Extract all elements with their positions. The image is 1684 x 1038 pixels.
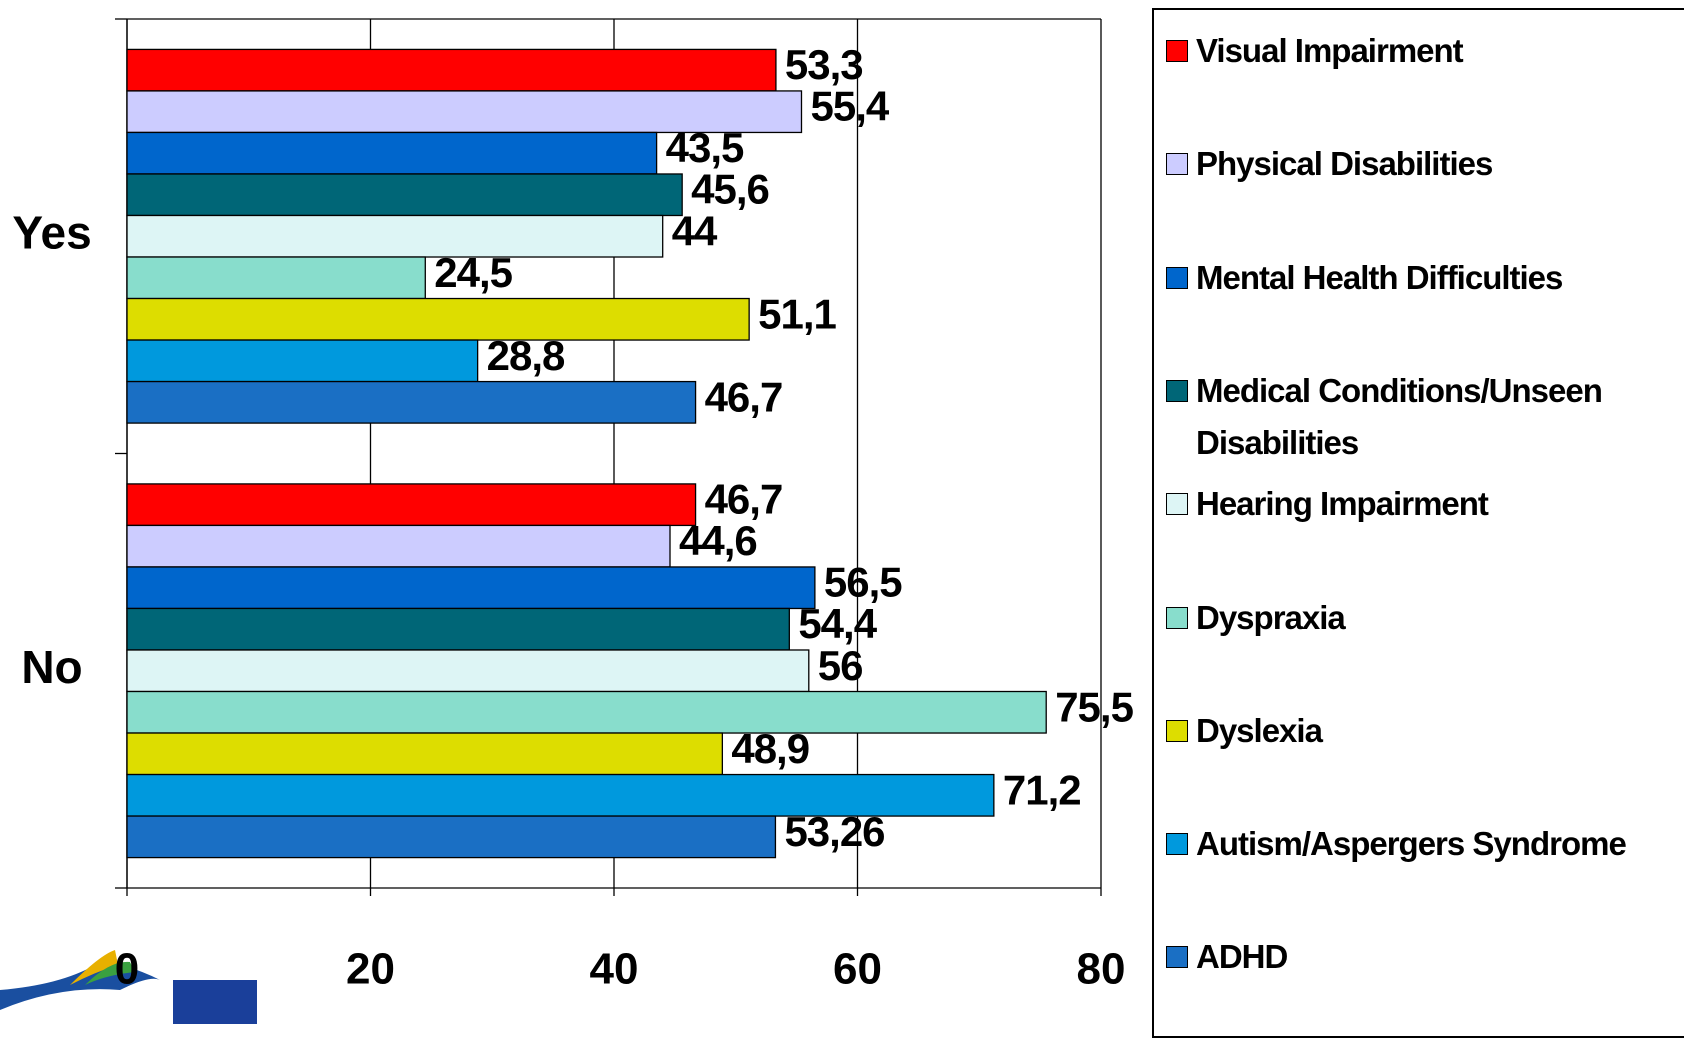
legend-label: Medical Conditions/Unseen Disabilities [1196, 371, 1603, 461]
x-tick-label: 0 [115, 945, 139, 994]
category-label: Yes [12, 206, 91, 258]
logo [0, 950, 257, 1024]
legend: Visual Impairment Physical Disabilities Me… [1152, 8, 1684, 1038]
value-label: 46,7 [705, 476, 783, 523]
bar [126, 173, 683, 217]
legend-swatch [1166, 606, 1188, 629]
legend-swatch [1166, 719, 1188, 742]
legend-item: Physical Disabilities [1166, 138, 1676, 190]
category-label: No [21, 641, 82, 693]
x-tick-label: 60 [833, 945, 882, 994]
legend-swatch [1166, 833, 1188, 856]
x-tick-label: 40 [590, 945, 639, 994]
bar [126, 649, 810, 693]
value-label: 54,4 [798, 600, 877, 647]
legend-swatch [1166, 493, 1188, 516]
legend-swatch [1166, 40, 1188, 62]
legend-label: Dyslexia [1196, 711, 1323, 749]
legend-label: Hearing Impairment [1196, 485, 1489, 523]
value-label: 71,2 [1003, 766, 1081, 813]
value-label: 56,5 [824, 559, 902, 606]
legend-label: Autism/Aspergers Syndrome [1196, 825, 1627, 863]
value-label: 51,1 [758, 290, 836, 337]
bar [126, 483, 697, 527]
bar [126, 214, 664, 258]
legend-label: Visual Impairment [1196, 32, 1464, 69]
legend-swatch [1166, 153, 1188, 176]
legend-swatch [1166, 379, 1188, 402]
value-label: 46,7 [705, 373, 783, 420]
bar [126, 732, 724, 776]
legend-item: Autism/Aspergers Syndrome [1166, 818, 1676, 870]
x-tick-label: 20 [346, 945, 395, 994]
bar [126, 339, 479, 383]
bar [126, 48, 777, 92]
legend-item: Hearing Impairment [1166, 478, 1676, 530]
value-label: 53,3 [785, 41, 863, 88]
legend-swatch [1166, 946, 1188, 969]
value-label: 24,5 [434, 249, 512, 296]
value-label: 75,5 [1055, 683, 1133, 730]
bar [126, 690, 1047, 734]
bar [126, 297, 750, 341]
value-label: 48,9 [731, 725, 809, 772]
value-label: 55,4 [810, 83, 889, 130]
bar [126, 131, 658, 175]
legend-label: Dyspraxia [1196, 598, 1346, 636]
legend-item: Dyslexia [1166, 705, 1676, 757]
value-label: 43,5 [666, 124, 744, 171]
value-label: 45,6 [691, 166, 769, 213]
bar [126, 607, 790, 651]
legend-item: Mental Health Difficulties [1166, 252, 1676, 304]
legend-item: Dyspraxia [1166, 592, 1676, 644]
legend-label: ADHD [1196, 938, 1288, 976]
bar [126, 566, 816, 610]
legend-label: Mental Health Difficulties [1196, 258, 1563, 296]
value-label: 56 [818, 642, 863, 689]
legend-item: Visual Impairment [1166, 25, 1676, 77]
bar [126, 773, 995, 817]
x-tick-label: 80 [1077, 945, 1126, 994]
value-label: 44 [672, 207, 718, 254]
value-label: 44,6 [679, 517, 757, 564]
legend-item: Medical Conditions/Unseen Disabilities [1166, 365, 1676, 469]
legend-swatch [1166, 266, 1188, 289]
legend-label: Physical Disabilities [1196, 145, 1493, 183]
bar [126, 256, 426, 300]
bar [126, 815, 777, 859]
value-label: 28,8 [487, 332, 565, 379]
bar [126, 90, 803, 134]
legend-item: ADHD [1166, 931, 1676, 983]
bar [126, 380, 697, 424]
bar [126, 524, 671, 568]
value-label: 53,26 [784, 808, 884, 855]
